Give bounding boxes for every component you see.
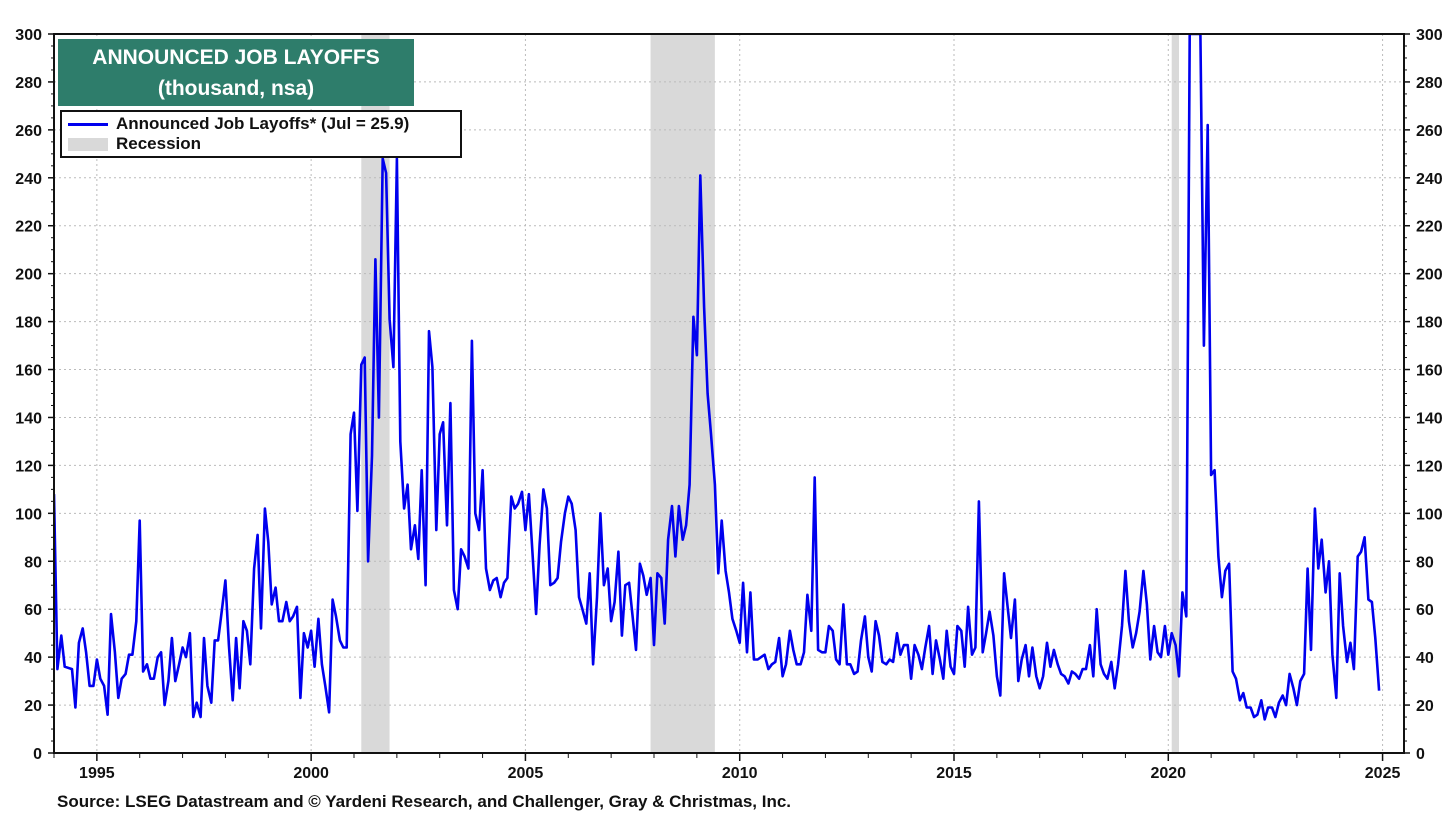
y-tick-label-left: 280 xyxy=(15,75,42,92)
x-tick-label: 2000 xyxy=(293,765,329,782)
source-note: Source: LSEG Datastream and © Yardeni Re… xyxy=(57,792,792,811)
y-tick-label-right: 220 xyxy=(1416,219,1443,236)
x-tick-label: 2025 xyxy=(1365,765,1401,782)
y-tick-label-right: 240 xyxy=(1416,171,1443,188)
x-tick-label: 2010 xyxy=(722,765,758,782)
legend-recession-swatch xyxy=(68,137,108,151)
chart-title: ANNOUNCED JOB LAYOFFS xyxy=(92,46,380,69)
y-tick-label-left: 20 xyxy=(24,698,42,715)
y-tick-label-left: 180 xyxy=(15,315,42,332)
y-tick-label-right: 100 xyxy=(1416,506,1443,523)
y-tick-label-left: 240 xyxy=(15,171,42,188)
y-tick-label-right: 120 xyxy=(1416,458,1443,475)
legend-item-recession: Recession xyxy=(68,134,201,154)
chart-title-box: ANNOUNCED JOB LAYOFFS (thousand, nsa) xyxy=(58,39,414,106)
y-tick-label-right: 260 xyxy=(1416,123,1443,140)
series-layer xyxy=(54,34,1381,721)
y-tick-label-left: 160 xyxy=(15,363,42,380)
y-tick-label-left: 260 xyxy=(15,123,42,140)
legend: Announced Job Layoffs* (Jul = 25.9) Rece… xyxy=(60,110,462,158)
y-tick-label-right: 60 xyxy=(1416,602,1434,619)
y-tick-label-left: 140 xyxy=(15,410,42,427)
legend-series-label: Announced Job Layoffs* (Jul = 25.9) xyxy=(116,114,410,133)
y-tick-label-left: 80 xyxy=(24,554,42,571)
y-tick-label-left: 220 xyxy=(15,219,42,236)
y-tick-label-left: 120 xyxy=(15,458,42,475)
recession-band xyxy=(650,34,715,753)
gridlines xyxy=(54,34,1404,753)
y-tick-label-right: 40 xyxy=(1416,650,1434,667)
legend-line-swatch xyxy=(68,122,108,126)
y-tick-label-right: 80 xyxy=(1416,554,1434,571)
series-line xyxy=(54,34,1381,721)
x-tick-label: 2005 xyxy=(508,765,544,782)
x-tick-label: 2020 xyxy=(1150,765,1186,782)
x-tick-label: 2015 xyxy=(936,765,972,782)
legend-recession-label: Recession xyxy=(116,134,202,153)
chart-subtitle: (thousand, nsa) xyxy=(157,77,315,100)
y-tick-label-right: 140 xyxy=(1416,410,1443,427)
y-tick-label-right: 300 xyxy=(1416,27,1443,44)
legend-item-series: Announced Job Layoffs* (Jul = 25.9) xyxy=(68,114,409,134)
recession-bands xyxy=(361,34,1179,753)
y-tick-label-right: 200 xyxy=(1416,267,1443,284)
y-tick-label-left: 100 xyxy=(15,506,42,523)
recession-band xyxy=(1171,34,1179,753)
y-tick-label-right: 160 xyxy=(1416,363,1443,380)
x-tick-label: 1995 xyxy=(79,765,115,782)
y-tick-label-left: 300 xyxy=(15,27,42,44)
y-tick-label-left: 40 xyxy=(24,650,42,667)
y-tick-label-left: 200 xyxy=(15,267,42,284)
y-tick-label-left: 0 xyxy=(33,746,42,763)
y-tick-label-right: 280 xyxy=(1416,75,1443,92)
y-tick-label-right: 0 xyxy=(1416,746,1425,763)
y-tick-label-right: 20 xyxy=(1416,698,1434,715)
y-tick-label-left: 60 xyxy=(24,602,42,619)
y-tick-label-right: 180 xyxy=(1416,315,1443,332)
